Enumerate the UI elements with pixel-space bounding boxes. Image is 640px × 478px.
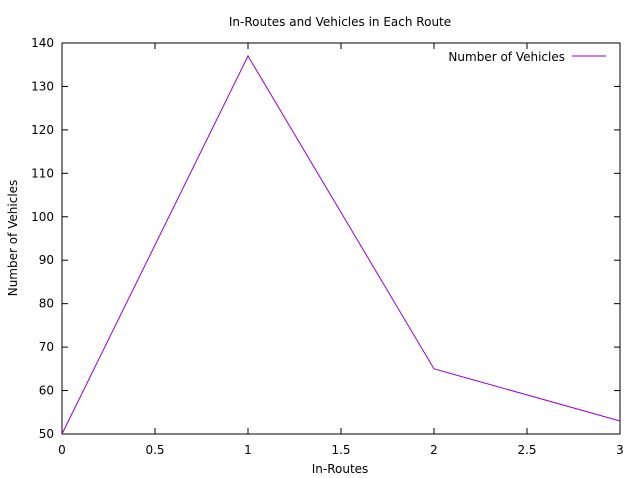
x-tick-label: 3 xyxy=(616,443,624,457)
y-tick-label: 130 xyxy=(31,79,54,93)
y-tick-label: 90 xyxy=(39,253,54,267)
x-axis: 0 0.5 1 1.5 2 2.5 3 xyxy=(58,43,624,457)
x-axis-label: In-Routes xyxy=(312,462,369,476)
y-tick-label: 80 xyxy=(39,297,54,311)
y-tick-label: 70 xyxy=(39,340,54,354)
y-tick-label: 110 xyxy=(31,166,54,180)
y-tick-label: 100 xyxy=(31,210,54,224)
x-tick-label: 1 xyxy=(244,443,252,457)
x-tick-label: 0.5 xyxy=(145,443,164,457)
y-axis: 50 60 70 80 90 100 110 120 130 140 xyxy=(31,36,620,441)
y-tick-label: 50 xyxy=(39,427,54,441)
legend-label: Number of Vehicles xyxy=(448,50,565,64)
x-tick-label: 2.5 xyxy=(517,443,536,457)
y-tick-label: 140 xyxy=(31,36,54,50)
series-layer xyxy=(61,54,621,435)
x-tick-label: 1.5 xyxy=(331,443,350,457)
chart-title: In-Routes and Vehicles in Each Route xyxy=(229,15,451,29)
y-axis-label: Number of Vehicles xyxy=(6,180,20,297)
y-tick-label: 120 xyxy=(31,123,54,137)
x-tick-label: 0 xyxy=(58,443,66,457)
series-line xyxy=(61,54,621,435)
x-tick-label: 2 xyxy=(430,443,438,457)
y-tick-label: 60 xyxy=(39,384,54,398)
plot-frame xyxy=(61,42,621,435)
legend: Number of Vehicles xyxy=(448,50,606,64)
